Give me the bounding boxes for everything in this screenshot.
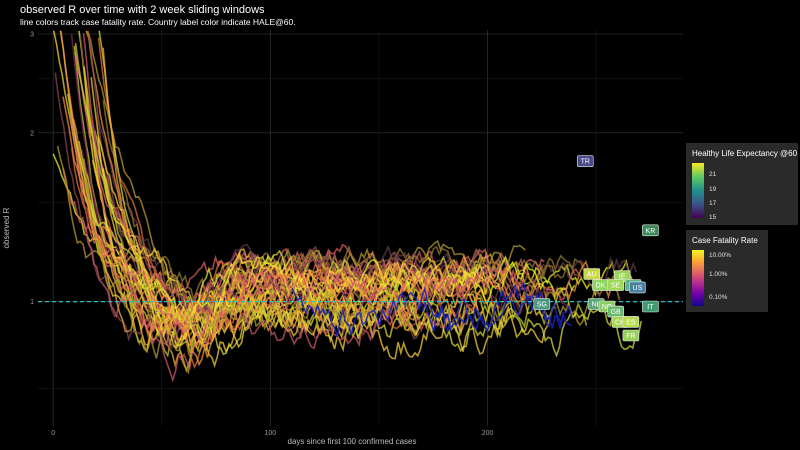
country-label: SE <box>607 279 624 291</box>
country-label: SG <box>533 298 551 310</box>
series-line <box>71 148 485 338</box>
series-line <box>82 33 503 339</box>
country-label-text: KR <box>646 228 656 235</box>
country-label-box <box>642 300 659 313</box>
country-label-box <box>583 268 601 280</box>
country-label-text: US <box>633 285 643 292</box>
series-line <box>88 35 480 320</box>
country-label-text: GB <box>611 309 621 316</box>
country-label: DK <box>592 279 609 291</box>
grid <box>38 30 683 426</box>
country-label-text: IT <box>647 304 654 311</box>
country-label-text: CH <box>615 319 625 326</box>
series-lines <box>52 30 643 383</box>
x-tick-label: 100 <box>265 430 277 437</box>
x-tick-label: 200 <box>482 430 494 437</box>
legend-cfr-tick: 10.00% <box>709 252 731 259</box>
legend-cfr-tick: 0.10% <box>709 294 728 301</box>
country-label: AU <box>583 268 601 280</box>
legend-cfr-colorbar <box>692 250 704 306</box>
plot-panel <box>38 30 683 426</box>
axis-ticks: 0 100 200 1 2 3 <box>30 32 493 437</box>
country-label-box <box>622 329 640 342</box>
country-label-box <box>607 279 624 291</box>
chart-title: observed R over time with 2 week sliding… <box>20 4 265 16</box>
country-label-box <box>576 155 594 167</box>
country-label-text: FR <box>626 333 635 340</box>
country-label-text: NL <box>592 302 601 309</box>
country-label: ES <box>622 316 640 328</box>
country-label-text: DK <box>596 283 606 290</box>
country-label-box <box>629 281 646 294</box>
country-label-box <box>622 316 640 328</box>
y-tick-label: 1 <box>30 299 34 306</box>
country-label: US <box>629 281 646 294</box>
legend-cfr-tick: 1.00% <box>709 271 728 278</box>
legend-hale-title: Healthy Life Expectancy @60 <box>692 149 798 158</box>
legend-hale-tick: 21 <box>709 171 717 178</box>
series-line <box>421 288 573 332</box>
series-line <box>102 225 479 347</box>
legend-cfr-title: Case Fatality Rate <box>692 236 758 245</box>
country-labels: TRKRAUIEDKSEFIUSSGNLNOITGBCHESFR <box>533 155 659 342</box>
country-label-text: NO <box>602 304 613 311</box>
country-label-text: ES <box>626 319 636 326</box>
x-tick-label: 0 <box>51 430 55 437</box>
y-tick-label: 2 <box>30 130 34 137</box>
country-label-text: IE <box>619 274 626 281</box>
series-line <box>69 114 583 346</box>
legend-hale-tick: 17 <box>709 200 717 207</box>
series-line <box>74 42 588 342</box>
country-label: FR <box>622 329 640 342</box>
chart-subtitle: line colors track case fatality rate. Co… <box>20 17 296 27</box>
series-line <box>291 281 572 338</box>
legend-cfr: Case Fatality Rate 10.00% 1.00% 0.10% <box>686 230 768 312</box>
legend-hale: Healthy Life Expectancy @60 21 19 17 15 <box>686 143 798 225</box>
country-label-text: AU <box>587 271 597 278</box>
country-label-text: SG <box>537 302 547 309</box>
country-label-box <box>533 298 551 310</box>
country-label-text: SE <box>611 283 621 290</box>
x-axis-label: days since first 100 confirmed cases <box>288 437 417 446</box>
country-label: IT <box>642 300 659 313</box>
series-line <box>74 55 545 310</box>
legend-hale-tick: 15 <box>709 214 717 221</box>
legend-hale-box <box>686 143 798 225</box>
y-tick-label: 3 <box>30 32 34 39</box>
country-label: TR <box>576 155 594 167</box>
y-axis-label: observed R <box>2 207 11 248</box>
legend-hale-colorbar <box>692 163 704 218</box>
country-label: GB <box>607 305 624 318</box>
country-label: KR <box>642 224 659 237</box>
country-label-box <box>642 224 659 237</box>
legend-hale-tick: 19 <box>709 186 717 193</box>
country-label-text: TR <box>581 159 590 166</box>
